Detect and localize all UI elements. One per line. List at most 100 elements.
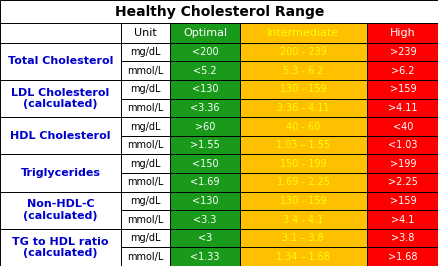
Bar bbox=[170, 247, 240, 266]
Text: Triglycerides: Triglycerides bbox=[21, 168, 100, 178]
Text: mmol/L: mmol/L bbox=[127, 66, 164, 76]
Text: <1.69: <1.69 bbox=[190, 177, 219, 187]
Text: >3.8: >3.8 bbox=[390, 233, 413, 243]
Text: >1.55: >1.55 bbox=[190, 140, 219, 150]
Bar bbox=[0, 80, 121, 117]
Text: Optimal: Optimal bbox=[183, 28, 227, 38]
Bar bbox=[121, 229, 170, 247]
Text: mg/dL: mg/dL bbox=[130, 47, 161, 57]
Text: mmol/L: mmol/L bbox=[127, 252, 164, 262]
Bar bbox=[170, 192, 240, 210]
Text: mmol/L: mmol/L bbox=[127, 140, 164, 150]
Text: Healthy Cholesterol Range: Healthy Cholesterol Range bbox=[115, 5, 323, 19]
Text: <5.2: <5.2 bbox=[193, 66, 216, 76]
Bar bbox=[121, 154, 170, 173]
Bar bbox=[240, 136, 366, 154]
Bar bbox=[170, 117, 240, 136]
Text: mmol/L: mmol/L bbox=[127, 214, 164, 225]
Bar bbox=[121, 23, 170, 43]
Bar bbox=[366, 61, 438, 80]
Text: HDL Cholesterol: HDL Cholesterol bbox=[11, 131, 110, 141]
Bar bbox=[121, 80, 170, 99]
Text: 130 - 159: 130 - 159 bbox=[279, 84, 326, 94]
Text: 1.34 – 1.68: 1.34 – 1.68 bbox=[276, 252, 329, 262]
Text: Total Cholesterol: Total Cholesterol bbox=[8, 56, 113, 66]
Bar bbox=[240, 229, 366, 247]
Bar bbox=[366, 192, 438, 210]
Text: >159: >159 bbox=[389, 196, 415, 206]
Bar bbox=[366, 173, 438, 192]
Bar bbox=[366, 23, 438, 43]
Bar bbox=[240, 173, 366, 192]
Bar bbox=[0, 0, 438, 23]
Text: TG to HDL ratio
(calculated): TG to HDL ratio (calculated) bbox=[12, 236, 109, 258]
Bar bbox=[0, 43, 121, 80]
Text: >6.2: >6.2 bbox=[390, 66, 413, 76]
Bar bbox=[366, 43, 438, 61]
Bar bbox=[170, 23, 240, 43]
Bar bbox=[366, 247, 438, 266]
Bar bbox=[170, 136, 240, 154]
Bar bbox=[366, 210, 438, 229]
Bar bbox=[121, 173, 170, 192]
Bar bbox=[240, 247, 366, 266]
Text: mg/dL: mg/dL bbox=[130, 122, 161, 131]
Text: Non-HDL-C
(calculated): Non-HDL-C (calculated) bbox=[23, 200, 98, 221]
Text: >4.11: >4.11 bbox=[387, 103, 417, 113]
Bar bbox=[121, 99, 170, 117]
Text: <130: <130 bbox=[191, 196, 218, 206]
Text: 3.4 - 4.1: 3.4 - 4.1 bbox=[283, 214, 323, 225]
Text: >4.1: >4.1 bbox=[390, 214, 413, 225]
Bar bbox=[366, 136, 438, 154]
Text: >199: >199 bbox=[389, 159, 415, 169]
Bar bbox=[121, 192, 170, 210]
Bar bbox=[0, 23, 121, 43]
Text: mg/dL: mg/dL bbox=[130, 233, 161, 243]
Bar bbox=[366, 229, 438, 247]
Bar bbox=[121, 43, 170, 61]
Bar bbox=[366, 80, 438, 99]
Text: LDL Cholesterol
(calculated): LDL Cholesterol (calculated) bbox=[11, 88, 110, 109]
Text: <3.36: <3.36 bbox=[190, 103, 219, 113]
Text: Intermediate: Intermediate bbox=[267, 28, 339, 38]
Text: >2.25: >2.25 bbox=[387, 177, 417, 187]
Text: Unit: Unit bbox=[134, 28, 157, 38]
Text: <130: <130 bbox=[191, 84, 218, 94]
Bar bbox=[170, 210, 240, 229]
Bar bbox=[240, 61, 366, 80]
Bar bbox=[240, 192, 366, 210]
Text: >239: >239 bbox=[389, 47, 415, 57]
Text: 3.36 - 4.11: 3.36 - 4.11 bbox=[276, 103, 329, 113]
Bar bbox=[240, 154, 366, 173]
Text: <1.33: <1.33 bbox=[190, 252, 219, 262]
Bar bbox=[366, 117, 438, 136]
Text: <150: <150 bbox=[191, 159, 218, 169]
Text: <3: <3 bbox=[198, 233, 212, 243]
Text: 5.3 - 6.2: 5.3 - 6.2 bbox=[283, 66, 323, 76]
Bar bbox=[240, 117, 366, 136]
Text: mg/dL: mg/dL bbox=[130, 159, 161, 169]
Bar bbox=[240, 23, 366, 43]
Text: 1.03 – 1.55: 1.03 – 1.55 bbox=[276, 140, 330, 150]
Bar bbox=[240, 210, 366, 229]
Text: <40: <40 bbox=[392, 122, 412, 131]
Bar bbox=[121, 136, 170, 154]
Text: mmol/L: mmol/L bbox=[127, 177, 164, 187]
Text: 130 - 159: 130 - 159 bbox=[279, 196, 326, 206]
Bar bbox=[121, 247, 170, 266]
Text: >1.68: >1.68 bbox=[387, 252, 417, 262]
Text: 200 - 239: 200 - 239 bbox=[279, 47, 326, 57]
Text: High: High bbox=[389, 28, 415, 38]
Bar bbox=[121, 117, 170, 136]
Text: 150 - 199: 150 - 199 bbox=[279, 159, 326, 169]
Text: 40 - 60: 40 - 60 bbox=[286, 122, 320, 131]
Bar bbox=[170, 61, 240, 80]
Text: <3.3: <3.3 bbox=[193, 214, 216, 225]
Text: 3.1 – 3.8: 3.1 – 3.8 bbox=[282, 233, 323, 243]
Text: mg/dL: mg/dL bbox=[130, 196, 161, 206]
Bar bbox=[366, 154, 438, 173]
Text: <200: <200 bbox=[191, 47, 218, 57]
Bar bbox=[0, 154, 121, 192]
Bar bbox=[170, 154, 240, 173]
Bar bbox=[0, 117, 121, 154]
